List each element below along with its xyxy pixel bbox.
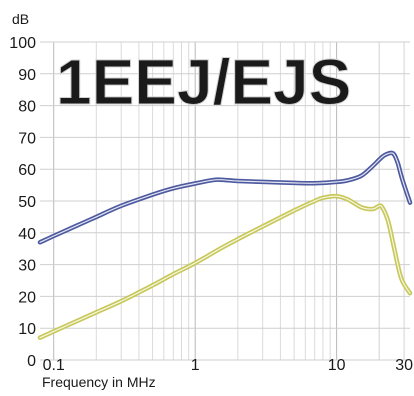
series-line-highlight-1: [39, 152, 411, 243]
major-gridlines: [40, 41, 410, 361]
y-tick-label: 60: [18, 162, 36, 179]
y-tick-label: 0: [27, 353, 36, 370]
x-tick-label: 1: [191, 357, 200, 374]
watermark: 1EEJ/EJS: [56, 46, 351, 118]
y-tick-label: 80: [18, 99, 36, 116]
y-tick-label: 50: [18, 194, 36, 211]
y-tick-label: 100: [9, 35, 36, 52]
y-tick-label: 40: [18, 226, 36, 243]
y-axis-label: dB: [12, 11, 29, 27]
x-tick-label: 0.1: [43, 357, 65, 374]
y-tick-labels: 0 10 20 30 40 50 60 70 80 90 100: [9, 35, 36, 370]
y-tick-label: 20: [18, 289, 36, 306]
y-tick-label: 30: [18, 258, 36, 275]
series-layer: [37, 150, 413, 340]
x-axis-label: Frequency in MHz: [42, 374, 156, 390]
y-tick-label: 90: [18, 67, 36, 84]
y-tick-label: 70: [18, 130, 36, 147]
y-tick-label: 10: [18, 321, 36, 338]
x-tick-label: 30: [395, 357, 413, 374]
x-tick-labels: 0.1 1 10 30: [43, 357, 414, 374]
series-line-highlight-2: [39, 195, 411, 339]
x-tick-label: 10: [328, 357, 346, 374]
